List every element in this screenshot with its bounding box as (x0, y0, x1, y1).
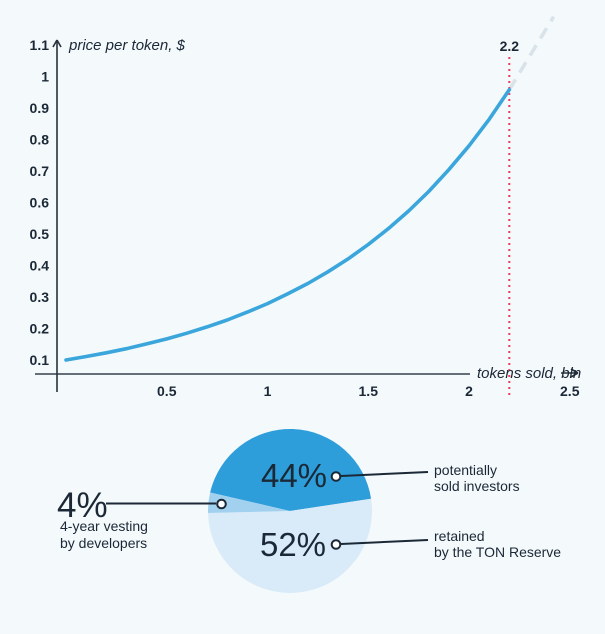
leader-line-ton-reserve (340, 539, 429, 545)
pie-slice-4pct (207, 492, 290, 513)
y-tick-label: 1.1 (30, 37, 50, 53)
caption-ton-reserve-line1: retained (434, 528, 485, 544)
x-axis-tick-labels: 0.5 1 1.5 2 2.5 (157, 383, 580, 399)
y-tick-label: 1 (41, 69, 49, 85)
token-distribution-pie: 44% 52% 4% potentially sold investors re… (57, 428, 561, 593)
y-tick-label: 0.2 (30, 321, 50, 337)
pie-slice-44pct (210, 428, 372, 511)
y-axis-tick-labels: 1.1 1 0.9 0.8 0.7 0.6 0.5 0.4 0.3 0.2 0.1 (30, 37, 50, 368)
price-curve-chart: 2.2 price per token, $ tokens sold, bln … (30, 15, 581, 399)
y-tick-label: 0.8 (30, 132, 50, 148)
caption-sold-investors-line2: sold investors (434, 478, 520, 494)
caption-ton-reserve-line2: by the TON Reserve (434, 544, 561, 560)
y-axis-title: price per token, $ (68, 37, 186, 54)
y-axis-arrowhead-icon (52, 39, 62, 48)
y-tick-label: 0.9 (30, 100, 50, 116)
x-tick-label: 2.5 (560, 383, 580, 399)
pie-slices (207, 428, 372, 593)
y-tick-label: 0.4 (30, 258, 50, 274)
x-axis-arrowhead-icon (561, 368, 579, 378)
y-tick-label: 0.1 (30, 352, 50, 368)
x-tick-label: 1 (264, 383, 272, 399)
sale-cap-marker-label: 2.2 (500, 38, 520, 54)
leader-dot-ton-reserve (330, 539, 342, 550)
pie-slice-52pct (208, 498, 372, 593)
pie-value-developers: 4% (57, 486, 108, 525)
x-tick-label: 1.5 (359, 383, 379, 399)
leader-line-sold-investors (340, 471, 429, 477)
y-tick-label: 0.7 (30, 163, 50, 179)
y-tick-label: 0.6 (30, 195, 50, 211)
leader-dot-developers (216, 498, 227, 510)
caption-sold-investors-line1: potentially (434, 462, 497, 478)
x-axis-title: tokens sold, bln (477, 365, 581, 382)
projection-dashed-line (507, 15, 556, 91)
caption-developers-line2: by developers (60, 535, 147, 551)
y-tick-label: 0.5 (30, 226, 50, 242)
leader-dot-sold-investors (330, 471, 342, 482)
price-curve (64, 87, 512, 362)
pie-value-ton-reserve: 52% (260, 526, 326, 563)
pie-value-sold-investors: 44% (261, 457, 327, 494)
y-tick-label: 0.3 (30, 289, 50, 305)
caption-developers-line1: 4-year vesting (60, 518, 148, 534)
x-tick-label: 0.5 (157, 383, 177, 399)
x-tick-label: 2 (465, 383, 473, 399)
